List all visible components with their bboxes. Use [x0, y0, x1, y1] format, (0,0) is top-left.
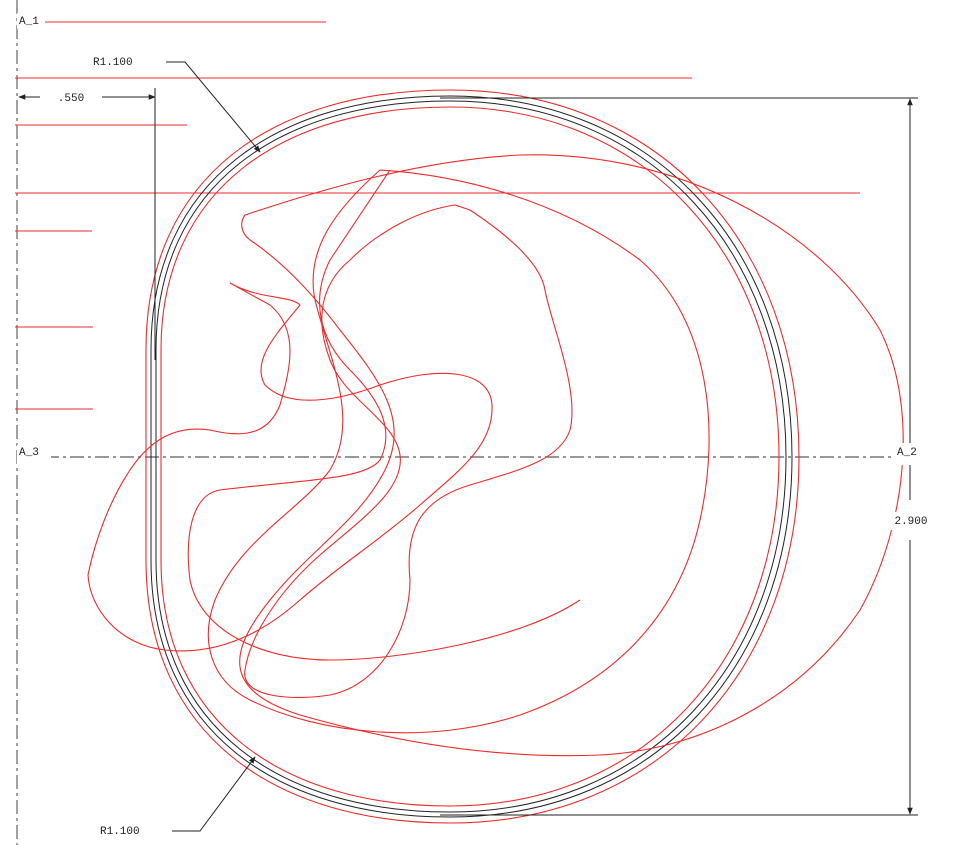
outline-black-outer	[150, 95, 793, 818]
dimension-radius-bottom: R1.100	[100, 826, 140, 838]
dimension-height: 2.900	[894, 516, 927, 528]
label-background	[882, 512, 940, 530]
outline-red-inner	[160, 106, 780, 807]
curve	[239, 154, 904, 757]
dimension-offset: .550	[58, 93, 84, 105]
datum-label: A_3	[19, 447, 39, 459]
label-background	[895, 443, 931, 465]
datum-label: A_2	[897, 447, 917, 459]
label-background	[17, 445, 51, 467]
sketch-curves	[87, 154, 904, 757]
curve	[187, 169, 581, 661]
reference-lines	[15, 21, 860, 410]
curve	[207, 169, 710, 734]
datum-label: A_1	[19, 16, 39, 28]
outline-red-outer	[145, 89, 800, 824]
outline-black-inner	[155, 100, 787, 813]
leader-line	[166, 61, 261, 153]
dimension-radius-top: R1.100	[93, 57, 133, 69]
label-background	[17, 13, 45, 29]
leader-line	[172, 756, 256, 832]
curve	[87, 282, 493, 652]
curve	[244, 204, 573, 699]
